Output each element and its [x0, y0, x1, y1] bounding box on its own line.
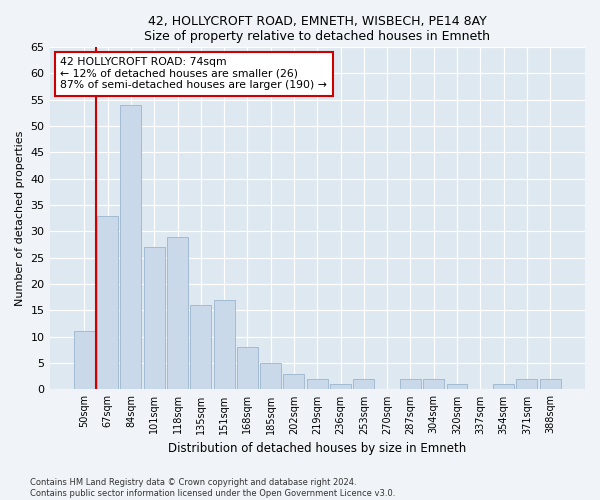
Y-axis label: Number of detached properties: Number of detached properties: [15, 130, 25, 306]
Bar: [167, 236, 188, 390]
Bar: [190, 305, 211, 390]
Title: 42, HOLLYCROFT ROAD, EMNETH, WISBECH, PE14 8AY
Size of property relative to deta: 42, HOLLYCROFT ROAD, EMNETH, WISBECH, PE…: [144, 15, 490, 43]
Bar: [260, 363, 281, 390]
Bar: [539, 379, 560, 390]
Bar: [144, 247, 165, 390]
Bar: [400, 379, 421, 390]
Bar: [446, 384, 467, 390]
Bar: [307, 379, 328, 390]
Bar: [517, 379, 538, 390]
Bar: [330, 384, 351, 390]
Bar: [493, 384, 514, 390]
Bar: [423, 379, 444, 390]
Bar: [121, 105, 142, 390]
Bar: [283, 374, 304, 390]
Bar: [353, 379, 374, 390]
Bar: [237, 348, 258, 390]
Bar: [214, 300, 235, 390]
X-axis label: Distribution of detached houses by size in Emneth: Distribution of detached houses by size …: [168, 442, 466, 455]
Text: 42 HOLLYCROFT ROAD: 74sqm
← 12% of detached houses are smaller (26)
87% of semi-: 42 HOLLYCROFT ROAD: 74sqm ← 12% of detac…: [60, 57, 327, 90]
Bar: [74, 332, 95, 390]
Text: Contains HM Land Registry data © Crown copyright and database right 2024.
Contai: Contains HM Land Registry data © Crown c…: [30, 478, 395, 498]
Bar: [97, 216, 118, 390]
